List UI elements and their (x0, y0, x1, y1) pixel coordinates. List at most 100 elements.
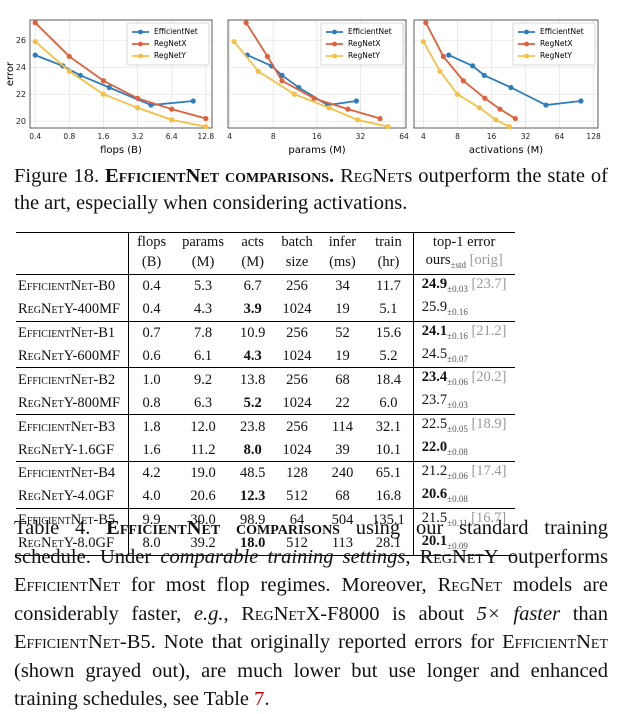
error-value: 21.5 (421, 509, 448, 526)
cell-text: 0.4 (142, 301, 161, 318)
cell-text: 20.6 (190, 488, 216, 505)
error-value: 20.6 (421, 485, 448, 502)
x-tick-label: 4 (421, 132, 426, 141)
table-cell: 68 (320, 367, 365, 392)
error-cell: 23.4±0.06 [20.2] (413, 367, 515, 392)
x-tick-label: 6.4 (166, 132, 178, 141)
table-cell: 512 (273, 531, 321, 556)
cell-text: 8.0 (142, 535, 161, 552)
header-text: (B) (141, 254, 162, 271)
error-value: 24.5 (421, 345, 448, 362)
cell-text: 128 (286, 465, 308, 482)
table-cell: 8.0 (128, 531, 175, 556)
caption-label: Figure 18. (14, 165, 100, 187)
cell-text: 64 (289, 512, 305, 529)
caption-text: than (572, 602, 609, 625)
error-value: 23.4 (421, 369, 448, 386)
x-tick-label: 3.2 (132, 132, 144, 141)
point (437, 68, 443, 74)
header-cell: (M) (174, 251, 232, 274)
cell-text: 256 (286, 325, 308, 342)
point (66, 53, 72, 60)
table-cell: 9.9 (128, 507, 175, 532)
cell-text: 1024 (282, 348, 312, 364)
cell-text: 113 (331, 535, 354, 552)
table-cell: 18.0 (231, 531, 274, 556)
point (578, 98, 584, 104)
cell-text: 8.0 (243, 441, 262, 458)
point (470, 63, 476, 69)
point (77, 72, 83, 78)
table-cell: 256 (273, 273, 321, 298)
legend-marker (138, 29, 143, 35)
table-cell: 256 (273, 414, 321, 439)
series-line (448, 54, 582, 106)
point (385, 124, 391, 130)
table-cell: 18.4 (364, 367, 414, 392)
cell-text: 65.1 (375, 465, 402, 482)
point (255, 68, 261, 74)
table-cell: 0.8 (129, 391, 175, 414)
table-cell: 4.3 (232, 345, 273, 368)
legend-label: RegNetY (540, 51, 572, 60)
point (279, 78, 285, 84)
error-value: 24.9 (421, 275, 448, 292)
cell-text: 39 (335, 441, 350, 458)
caption-label: Table 4. (14, 517, 91, 539)
point (190, 98, 196, 104)
error-cell: 24.9±0.03 [23.7] (413, 273, 515, 298)
table-cell: 6.7 (231, 273, 274, 298)
point (440, 53, 446, 60)
model-name: RegNetY-8.0GF (16, 531, 130, 556)
cell-text: 3.9 (243, 301, 262, 318)
error-cell: 24.1±0.16 [21.2] (413, 320, 515, 345)
legend-box (320, 22, 404, 66)
error-cell: 24.5±0.07 (413, 345, 514, 368)
table-cell: 6.1 (174, 345, 232, 368)
error-value: 22.0 (421, 439, 448, 456)
table-cell: 39.2 (174, 531, 232, 556)
header-cell: params (174, 232, 232, 251)
table-cell: 6.3 (174, 391, 232, 414)
table-cell: 1024 (273, 438, 320, 461)
cell-text: 4.0 (142, 488, 161, 505)
header-text: train (375, 234, 402, 250)
point (345, 106, 351, 112)
error-cell: 21.2±0.06 [17.4] (413, 461, 515, 485)
cell-text: 12.3 (239, 488, 266, 505)
legend-marker (332, 41, 337, 47)
error-std: ±0.06 (447, 470, 468, 481)
table-cell: 48.5 (231, 461, 274, 485)
table-cell: 28.1 (364, 531, 414, 556)
legend-box (512, 22, 596, 66)
error-value: 23.7 (421, 392, 448, 409)
header-cell: batch (273, 232, 321, 251)
table-cell: 0.4 (128, 273, 175, 298)
table-cell: 12.0 (174, 414, 232, 439)
table-cell: 5.2 (364, 344, 414, 368)
table-cell: 19.0 (174, 461, 232, 485)
cell-text: 32.1 (375, 418, 402, 435)
point (460, 78, 466, 84)
error-orig: [17.4] (471, 463, 507, 480)
x-tick-label: 32 (521, 132, 531, 141)
table-row: EfficientNet-B5 9.9 30.0 98.9 64 504 135.1 21.5… (16, 507, 515, 532)
table-row: EfficientNet-B1 0.7 7.8 10.9 256 52 15.6 24.1±0… (16, 320, 515, 345)
series-line (34, 40, 207, 128)
header-row: (B) (M) (M) size (ms) (hr) ours±std [orig] (16, 251, 515, 275)
header-text: params (182, 234, 224, 250)
error-std: ±0.16 (447, 306, 468, 317)
point (446, 52, 452, 58)
legend-label: EfficientNet (540, 27, 584, 36)
table-row: RegNetY-600MF 0.6 6.1 4.3 1024 19 5.2 24.5±0.07 (16, 344, 515, 368)
error-std: ±0.08 (447, 493, 468, 504)
x-tick-label: 64 (399, 132, 409, 141)
table-reference[interactable]: 7 (254, 688, 265, 710)
table-cell: 65.1 (364, 461, 414, 485)
cell-text: 19 (335, 348, 350, 364)
legend-marker (138, 53, 143, 59)
error-std: ±0.11 (447, 517, 468, 528)
model-name: EfficientNet-B3 (16, 414, 130, 439)
table-cell: 12.3 (232, 485, 273, 508)
